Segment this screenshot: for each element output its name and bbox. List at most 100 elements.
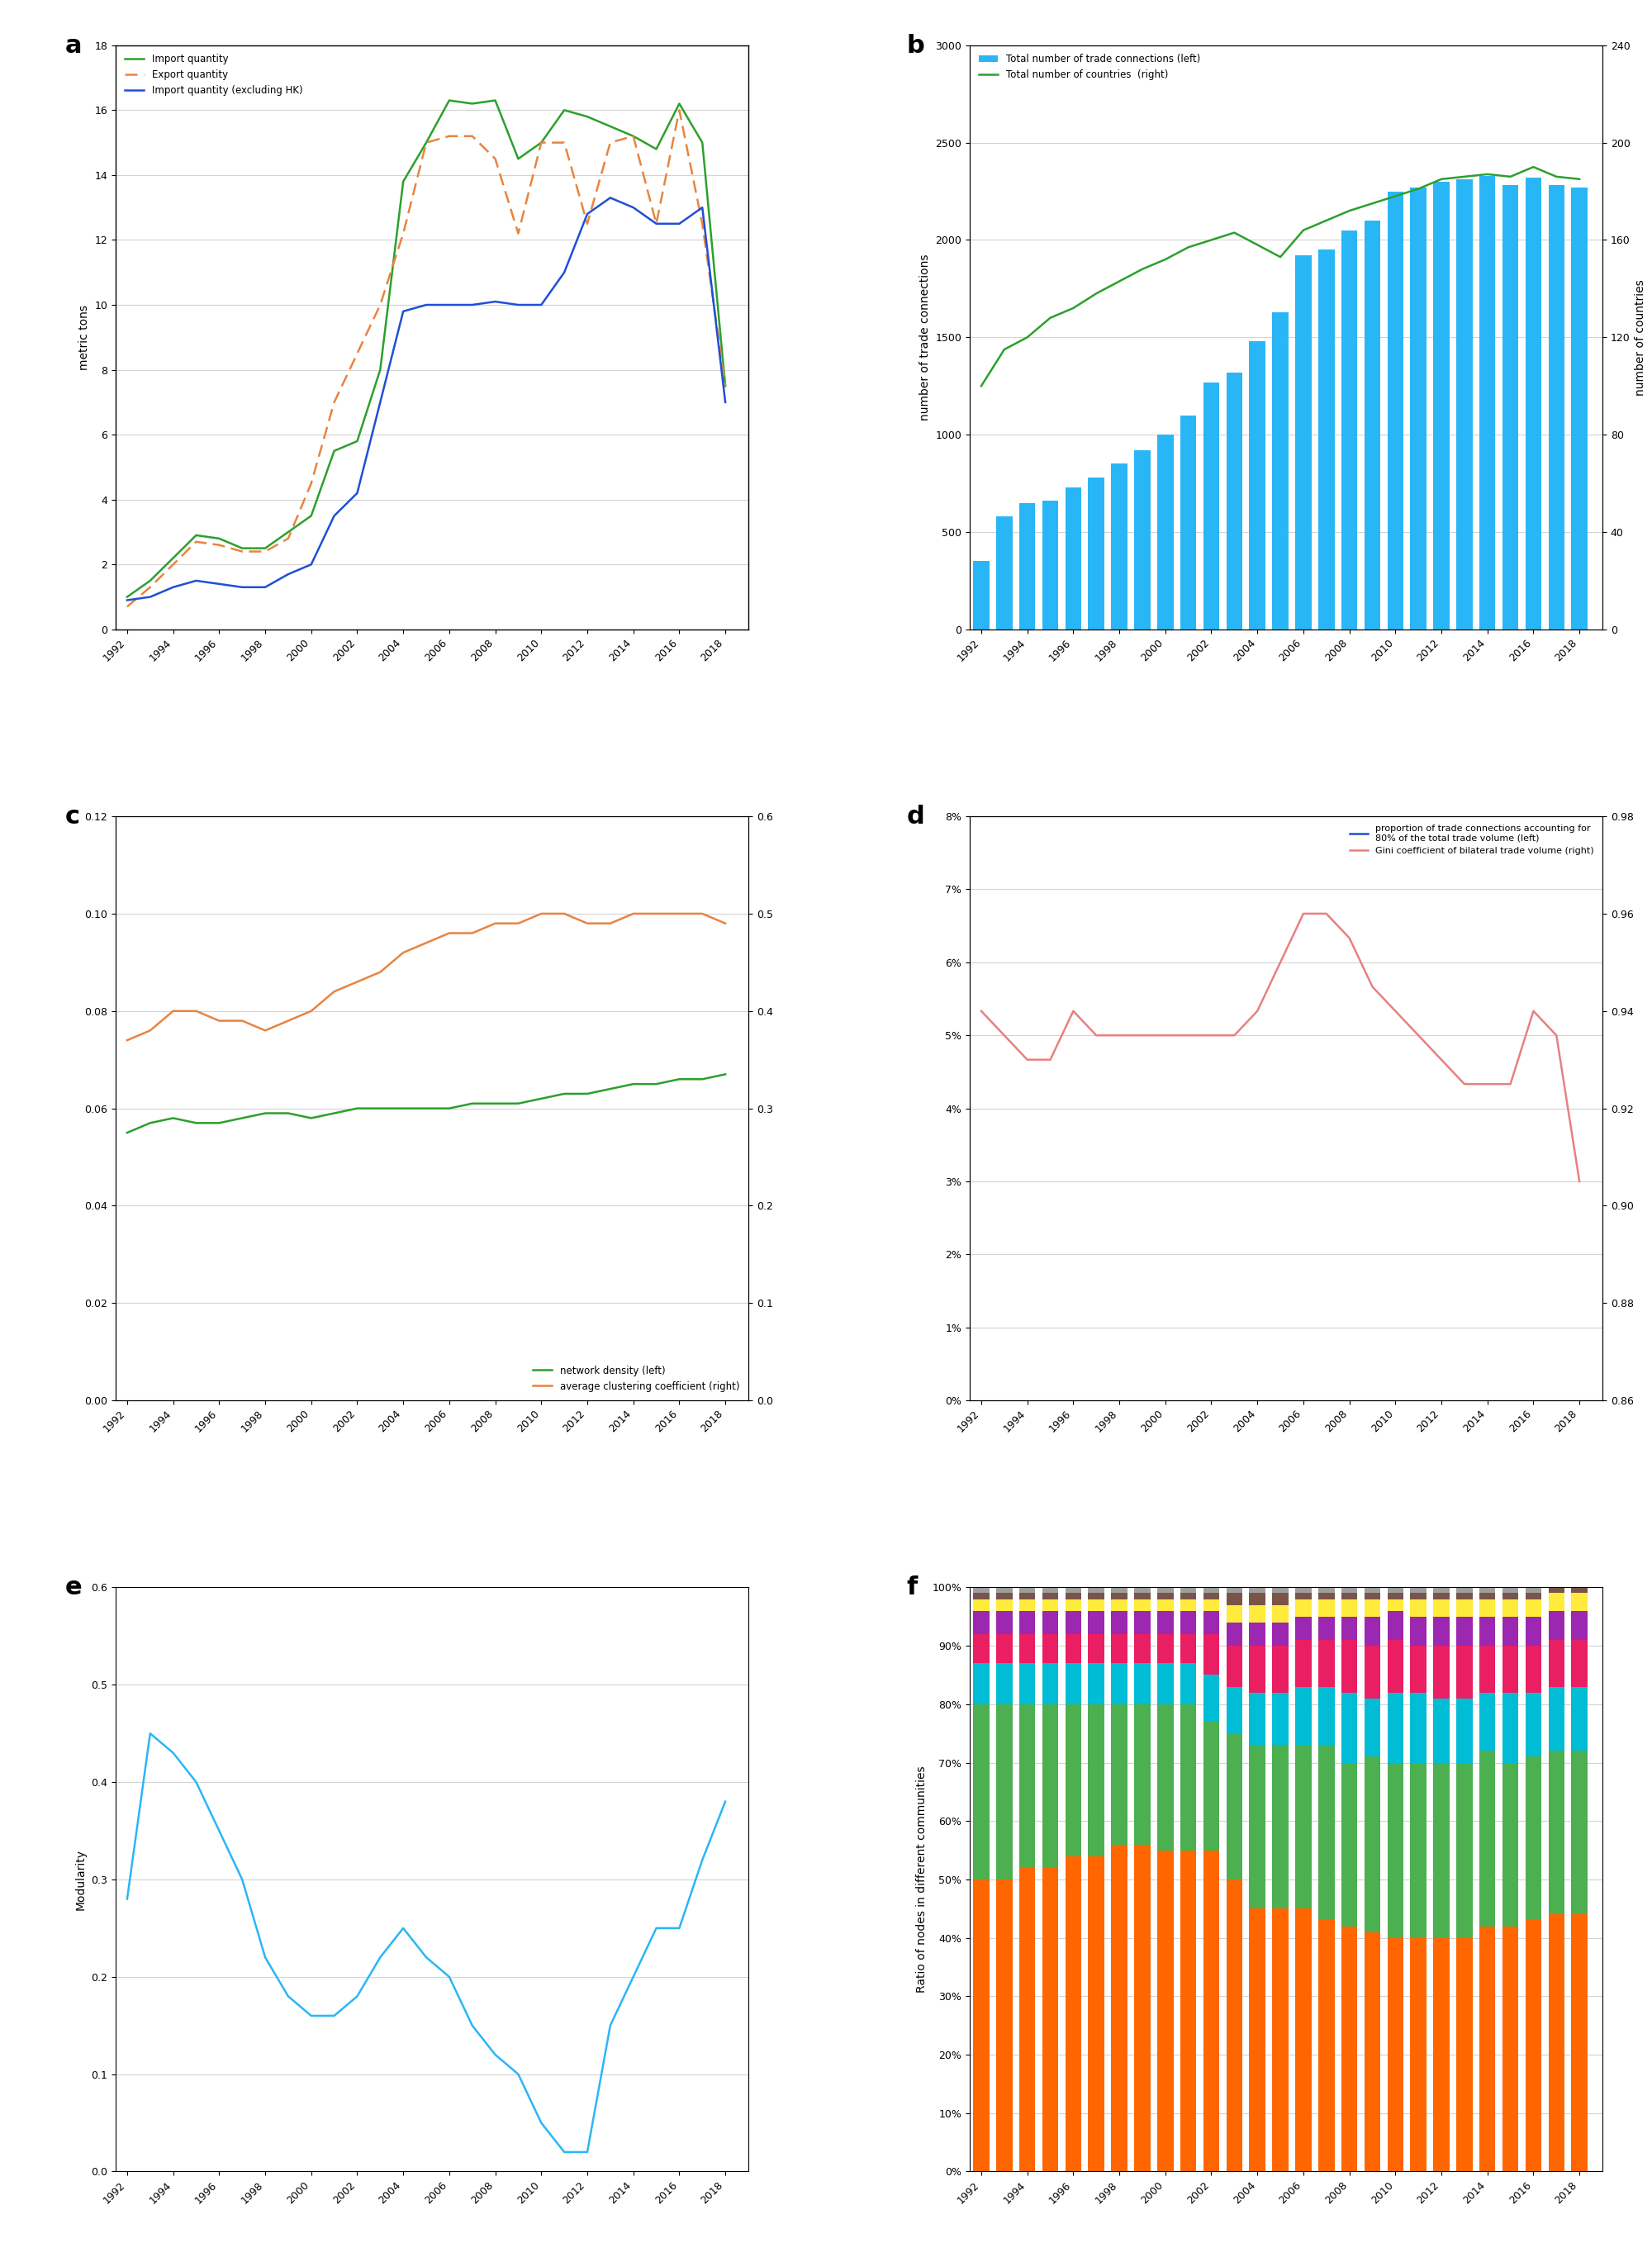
Export quantity bbox=[278, 525, 297, 552]
Bar bbox=[1571, 188, 1588, 629]
Import quantity (excluding HK) bbox=[393, 299, 413, 326]
Bar bbox=[1066, 486, 1082, 629]
Bar bbox=[1089, 1663, 1104, 1703]
Bar bbox=[1411, 1588, 1426, 1592]
network density (left) bbox=[301, 1104, 320, 1131]
average clustering coefficient (right) bbox=[256, 1018, 276, 1045]
Bar bbox=[996, 1880, 1013, 2172]
network density (left) bbox=[278, 1099, 297, 1126]
Export quantity bbox=[577, 210, 596, 238]
Bar bbox=[1457, 1762, 1472, 1939]
Export quantity bbox=[623, 122, 643, 149]
Bar bbox=[1434, 1592, 1449, 1599]
Bar bbox=[1365, 1588, 1381, 1592]
network density (left) bbox=[715, 1061, 735, 1088]
Bar bbox=[1571, 1592, 1588, 1611]
Export quantity bbox=[555, 129, 575, 156]
Bar bbox=[1226, 1733, 1242, 1880]
Export quantity bbox=[509, 219, 529, 247]
Bar bbox=[1203, 1721, 1219, 1850]
Bar bbox=[1019, 502, 1036, 629]
Bar bbox=[1272, 1622, 1289, 1647]
Import quantity bbox=[692, 129, 712, 156]
Import quantity bbox=[463, 90, 482, 118]
Bar bbox=[1180, 1599, 1196, 1611]
Bar bbox=[1571, 1751, 1588, 1914]
average clustering coefficient (right) bbox=[692, 900, 712, 927]
Bar bbox=[1341, 1588, 1358, 1592]
Bar bbox=[1112, 1611, 1127, 1633]
Bar bbox=[1434, 1617, 1449, 1647]
Bar bbox=[1180, 1663, 1196, 1703]
Bar bbox=[1388, 192, 1404, 629]
Import quantity (excluding HK) bbox=[439, 292, 459, 319]
Bar bbox=[1571, 1611, 1588, 1640]
Export quantity bbox=[486, 145, 506, 172]
Bar bbox=[1158, 434, 1173, 629]
Bar bbox=[1135, 1703, 1150, 1844]
Bar bbox=[1158, 1599, 1173, 1611]
average clustering coefficient (right) bbox=[416, 930, 436, 957]
Bar bbox=[1318, 1599, 1335, 1617]
Bar bbox=[1112, 1844, 1127, 2172]
Text: a: a bbox=[64, 34, 83, 57]
Bar bbox=[1066, 1599, 1082, 1611]
Bar bbox=[1502, 1588, 1518, 1592]
Bar bbox=[1089, 1703, 1104, 1857]
Export quantity bbox=[439, 122, 459, 149]
Bar bbox=[1249, 1744, 1265, 1909]
Bar bbox=[1318, 1592, 1335, 1599]
Bar bbox=[1365, 1592, 1381, 1599]
Import quantity bbox=[715, 373, 735, 400]
Export quantity bbox=[463, 122, 482, 149]
Import quantity (excluding HK) bbox=[416, 292, 436, 319]
Bar bbox=[973, 1880, 990, 2172]
Bar bbox=[1158, 1663, 1173, 1703]
Import quantity bbox=[301, 502, 320, 529]
Import quantity bbox=[393, 167, 413, 195]
Bar bbox=[1042, 1633, 1059, 1663]
Bar bbox=[973, 1633, 990, 1663]
Bar bbox=[1019, 1599, 1036, 1611]
network density (left) bbox=[416, 1095, 436, 1122]
Bar bbox=[1295, 1687, 1312, 1744]
Bar bbox=[1180, 1588, 1196, 1592]
Bar bbox=[1548, 185, 1564, 629]
average clustering coefficient (right) bbox=[393, 939, 413, 966]
Bar bbox=[1341, 1599, 1358, 1617]
Bar bbox=[1388, 1588, 1404, 1592]
Bar bbox=[1019, 1703, 1036, 1868]
Bar bbox=[1042, 1611, 1059, 1633]
Bar bbox=[1066, 1633, 1082, 1663]
Text: d: d bbox=[907, 805, 925, 828]
Bar bbox=[1295, 1744, 1312, 1909]
Bar bbox=[1457, 1588, 1472, 1592]
Import quantity (excluding HK) bbox=[555, 258, 575, 285]
Bar bbox=[1502, 1617, 1518, 1647]
average clustering coefficient (right) bbox=[187, 998, 206, 1025]
network density (left) bbox=[600, 1074, 620, 1102]
Bar bbox=[973, 1611, 990, 1633]
Bar bbox=[1066, 1703, 1082, 1857]
Export quantity bbox=[370, 292, 390, 319]
average clustering coefficient (right) bbox=[278, 1007, 297, 1034]
Bar bbox=[1089, 477, 1104, 629]
Bar bbox=[1411, 188, 1426, 629]
Import quantity (excluding HK) bbox=[370, 389, 390, 416]
Bar bbox=[1318, 1744, 1335, 1920]
Import quantity bbox=[439, 86, 459, 113]
Bar bbox=[1525, 1588, 1541, 1592]
average clustering coefficient (right) bbox=[463, 921, 482, 948]
Bar bbox=[1203, 382, 1219, 629]
Import quantity (excluding HK) bbox=[577, 201, 596, 228]
Export quantity bbox=[669, 97, 689, 124]
Bar bbox=[1548, 1687, 1564, 1751]
Bar bbox=[1502, 1599, 1518, 1617]
Import quantity (excluding HK) bbox=[669, 210, 689, 238]
Export quantity bbox=[715, 373, 735, 400]
Bar bbox=[1135, 1592, 1150, 1599]
Bar bbox=[1066, 1588, 1082, 1592]
Bar bbox=[1180, 1633, 1196, 1663]
Import quantity (excluding HK) bbox=[210, 570, 230, 597]
Bar bbox=[1525, 1599, 1541, 1617]
